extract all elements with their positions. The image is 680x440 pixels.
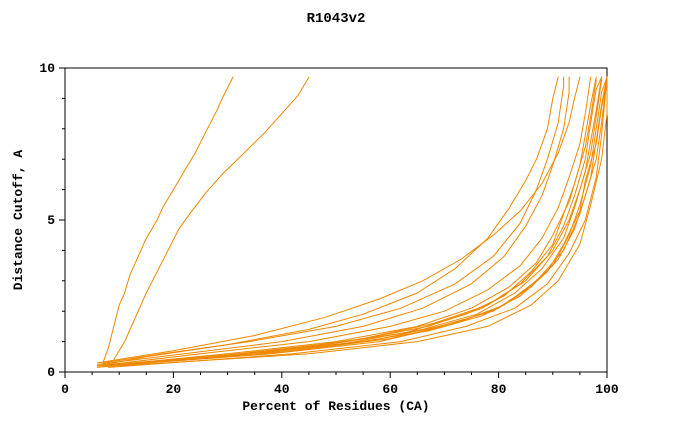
y-tick-label: 10 bbox=[39, 61, 55, 76]
x-tick-label: 80 bbox=[491, 382, 507, 397]
x-tick-label: 20 bbox=[166, 382, 182, 397]
series-line bbox=[113, 76, 608, 365]
series-line bbox=[113, 76, 310, 361]
series-line bbox=[102, 76, 234, 364]
series-line bbox=[97, 76, 581, 364]
chart-title: R1043v2 bbox=[307, 11, 366, 27]
x-axis-label: Percent of Residues (CA) bbox=[242, 399, 429, 414]
series-line bbox=[97, 76, 570, 365]
series-line bbox=[97, 76, 559, 367]
series-line bbox=[118, 76, 608, 367]
series-line bbox=[97, 79, 597, 368]
series-line bbox=[107, 76, 608, 367]
y-axis-label: Distance Cutoff, A bbox=[11, 150, 26, 291]
series-line bbox=[97, 76, 592, 367]
x-tick-label: 60 bbox=[382, 382, 398, 397]
series-line bbox=[97, 79, 608, 367]
y-tick-label: 5 bbox=[47, 213, 55, 228]
series-line bbox=[102, 76, 608, 367]
series-line bbox=[102, 79, 603, 367]
series-line bbox=[102, 76, 565, 364]
x-tick-label: 0 bbox=[61, 382, 69, 397]
y-tick-label: 0 bbox=[47, 365, 55, 380]
series-line bbox=[107, 76, 608, 368]
series-line bbox=[102, 76, 597, 367]
x-tick-label: 40 bbox=[274, 382, 290, 397]
x-tick-label: 100 bbox=[595, 382, 619, 397]
